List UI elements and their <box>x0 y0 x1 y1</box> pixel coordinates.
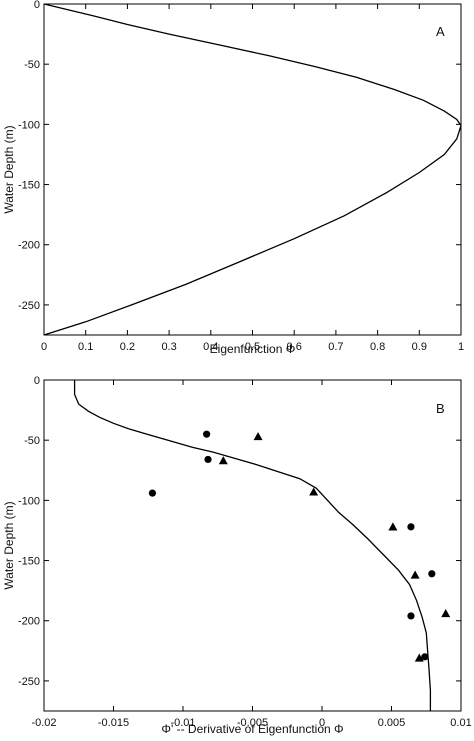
x-tick-label: 0.4 <box>203 341 218 353</box>
x-tick-label: 0.01 <box>450 717 471 729</box>
y-tick-label: 0 <box>34 0 40 11</box>
panel-a-x-axis-label: Eigenfunction Φ <box>210 342 296 356</box>
y-tick-label: -50 <box>24 435 40 447</box>
y-tick-label: -200 <box>18 616 40 628</box>
triangle-data-point <box>309 487 319 496</box>
x-tick-label: 0.7 <box>328 341 343 353</box>
circle-data-point <box>421 653 429 661</box>
y-tick-label: -250 <box>18 300 40 312</box>
circle-data-point <box>148 489 157 497</box>
y-tick-label: 0 <box>34 375 40 387</box>
panel-a-letter: A <box>436 24 445 39</box>
panel-a-x-ticks: 0 0.1 0.2 0.3 0.4 0.5 0.6 0.7 0.8 0.9 1 <box>41 4 464 353</box>
y-tick-label: -100 <box>18 495 40 507</box>
x-tick-label: 0 <box>41 341 47 353</box>
x-tick-label: 1 <box>458 341 464 353</box>
triangle-data-point <box>388 522 398 531</box>
panel-b: -0.02 -0.015 -0.01 -0.005 0 0.005 0.01 0 -50 -10… <box>2 375 472 736</box>
panel-b-y-axis-label: Water Depth (m) <box>2 501 16 589</box>
panel-b-letter: B <box>436 401 445 416</box>
x-tick-label: 0.3 <box>161 341 176 353</box>
panel-b-circle-points <box>148 430 436 661</box>
x-tick-label: 0.1 <box>78 341 93 353</box>
x-tick-label: 0.5 <box>245 341 260 353</box>
x-tick-label: -0.01 <box>170 717 195 729</box>
circle-data-point <box>428 570 436 578</box>
triangle-data-point <box>441 609 451 618</box>
x-tick-label: 0.005 <box>378 717 406 729</box>
y-tick-label: -200 <box>18 240 40 252</box>
x-tick-label: -0.02 <box>31 717 56 729</box>
y-tick-label: -100 <box>18 119 40 131</box>
circle-data-point <box>203 430 211 438</box>
x-tick-label: -0.015 <box>98 717 129 729</box>
panel-b-x-axis-label: Φ' -- Derivative of Eigenfunction Φ <box>161 722 343 736</box>
y-tick-label: -150 <box>18 556 40 568</box>
circle-data-point <box>204 455 212 464</box>
x-tick-label: 0.8 <box>370 341 385 353</box>
panel-b-derivative-curve <box>73 380 432 711</box>
x-tick-label: 0 <box>319 717 325 729</box>
panel-b-x-ticks: -0.02 -0.015 -0.01 -0.005 0 0.005 0.01 <box>31 380 472 729</box>
x-tick-label: 0.6 <box>287 341 302 353</box>
panel-a-eigenfunction-curve <box>43 3 462 336</box>
panel-b-plot-frame <box>43 379 462 712</box>
circle-data-point <box>407 523 415 531</box>
panel-a-y-ticks: 0 -50 -100 -150 -200 -250 <box>18 0 461 312</box>
y-tick-label: -150 <box>18 180 40 192</box>
triangle-data-point <box>410 570 420 579</box>
panel-a-plot-frame <box>43 3 462 336</box>
x-tick-label: 0.9 <box>412 341 427 353</box>
x-tick-label: -0.005 <box>237 717 268 729</box>
y-tick-label: -250 <box>18 676 40 688</box>
panel-a: 0 0.1 0.2 0.3 0.4 0.5 0.6 0.7 0.8 0.9 1 0 -50 -100 -1… <box>2 0 464 356</box>
panel-b-triangle-points <box>218 432 451 662</box>
triangle-data-point <box>218 456 228 465</box>
circle-data-point <box>407 612 415 620</box>
y-tick-label: -50 <box>24 59 40 71</box>
x-tick-label: 0.2 <box>120 341 135 353</box>
triangle-data-point <box>253 432 263 441</box>
panel-a-y-axis-label: Water Depth (m) <box>2 125 16 213</box>
triangle-data-point <box>414 653 424 662</box>
panel-b-y-ticks: 0 -50 -100 -150 -200 -250 <box>18 375 461 688</box>
